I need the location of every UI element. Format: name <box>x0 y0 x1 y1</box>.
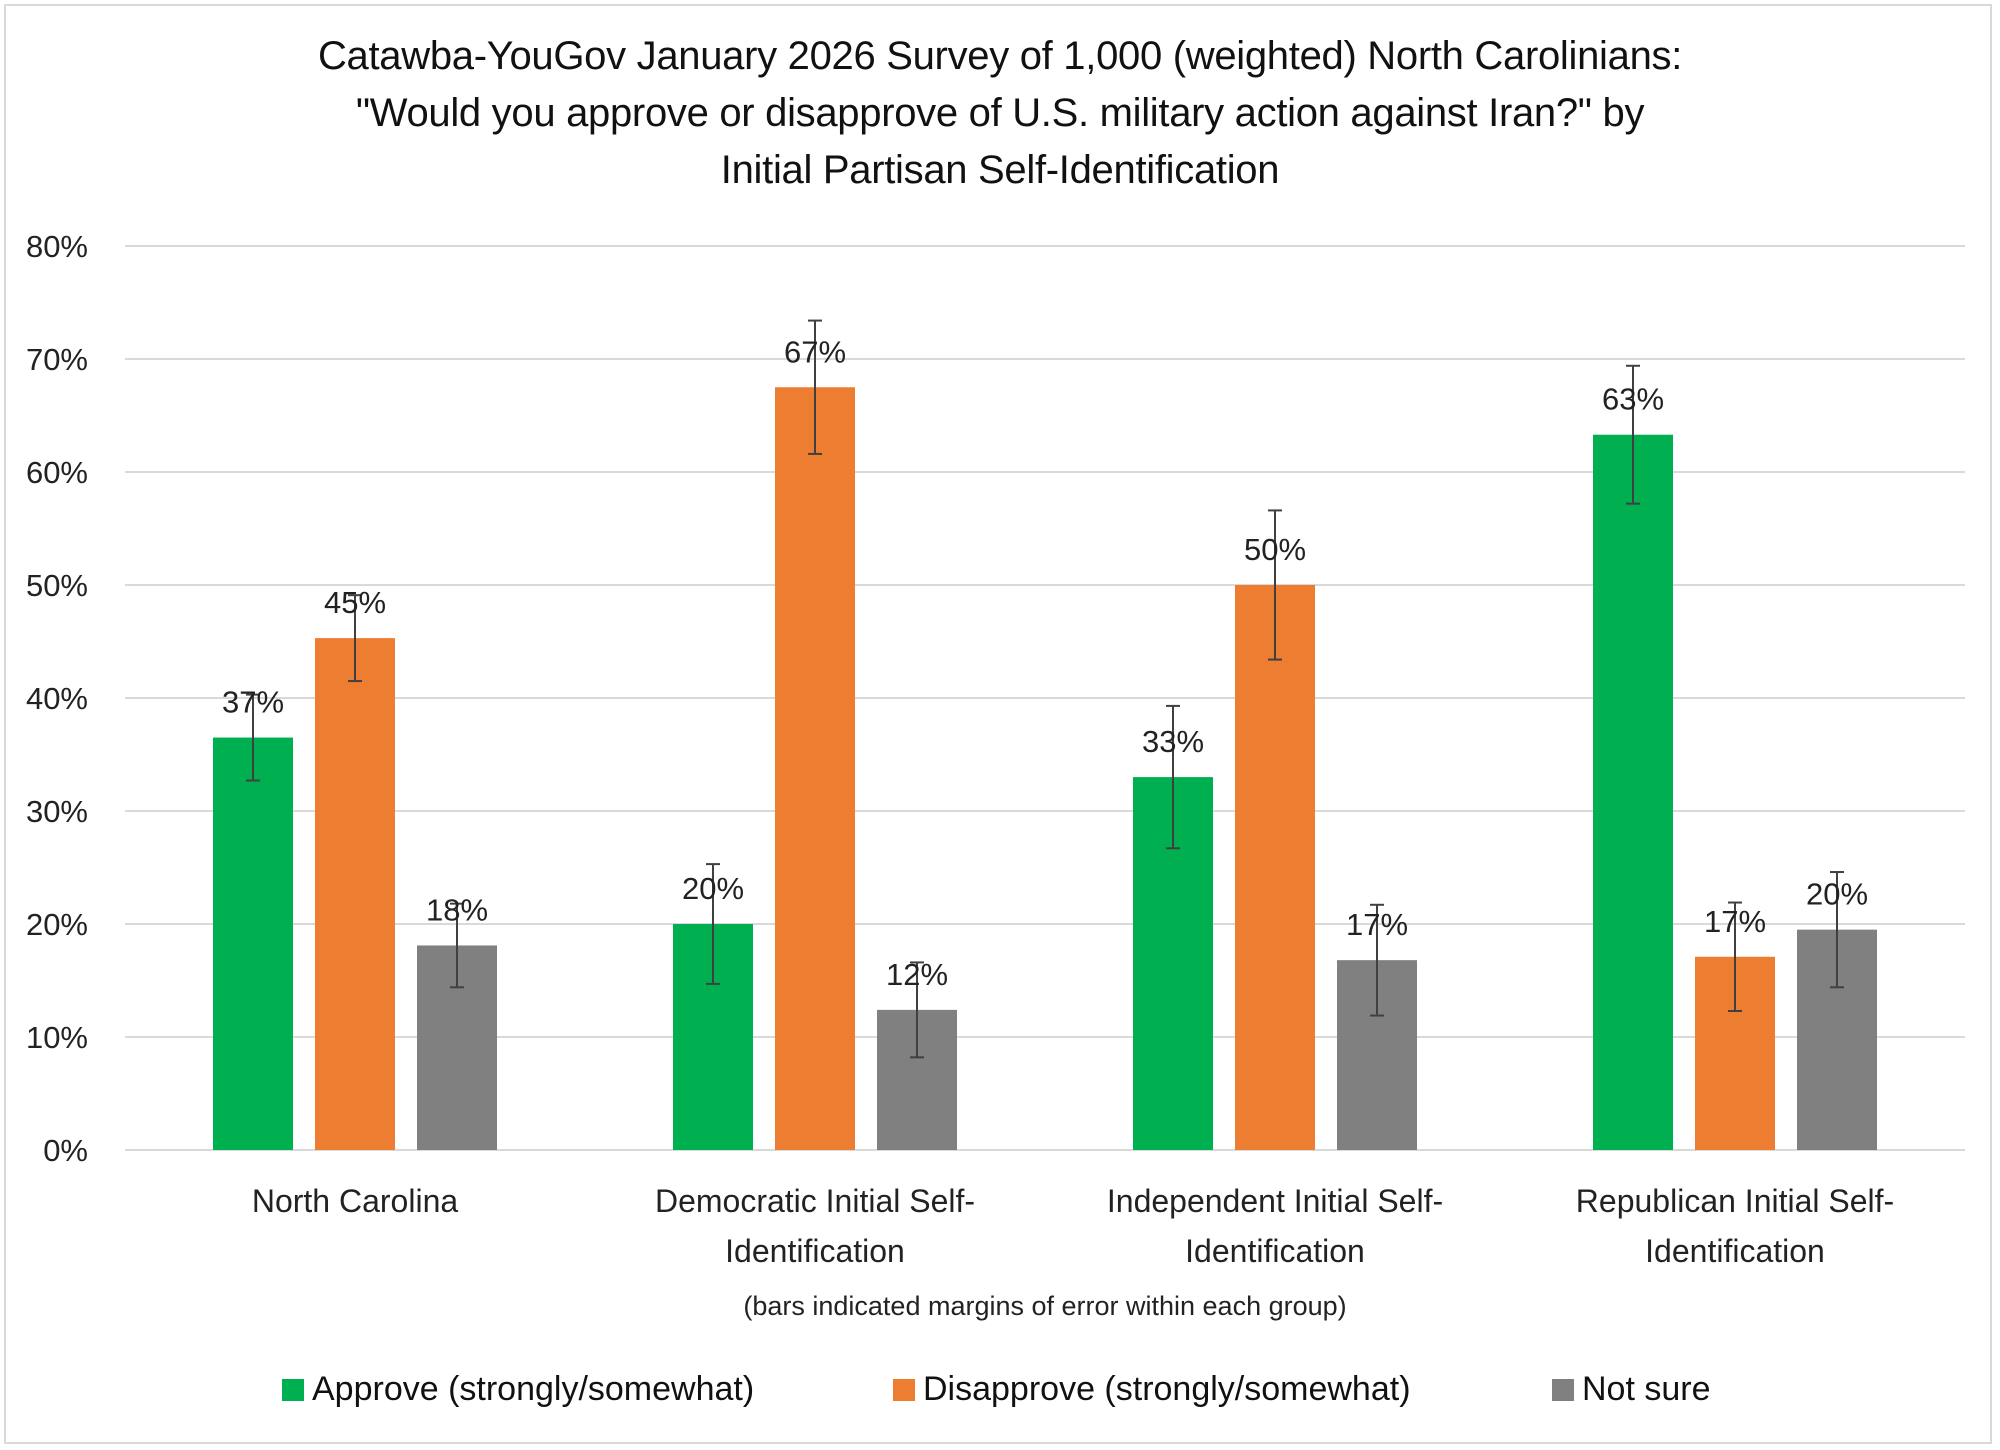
x-tick-label: Democratic Initial Self- <box>655 1183 975 1219</box>
gridlines <box>125 245 1965 1151</box>
y-tick-label: 60% <box>26 455 88 490</box>
data-label: 63% <box>1602 382 1664 417</box>
data-label: 12% <box>886 957 948 992</box>
data-label: 67% <box>784 334 846 369</box>
x-tick-label: Identification <box>725 1233 905 1269</box>
data-label: 33% <box>1142 724 1204 759</box>
bar <box>315 638 395 1150</box>
data-label: 20% <box>1806 877 1868 912</box>
y-tick-label: 80% <box>26 229 88 264</box>
data-label: 17% <box>1704 904 1766 939</box>
bar <box>1235 585 1315 1150</box>
y-tick-label: 40% <box>26 681 88 716</box>
y-tick-label: 30% <box>26 794 88 829</box>
data-labels: 37% 45% 18% 20% 67% 12% 33% 50% 17% 63% 17% 20% <box>222 334 1868 992</box>
y-tick-label: 50% <box>26 568 88 603</box>
title-line-2: "Would you approve or disapprove of U.S.… <box>355 91 1645 135</box>
bar <box>775 387 855 1150</box>
y-axis-ticks: 0% 10% 20% 30% 40% 50% 60% 70% 80% <box>26 229 88 1168</box>
x-tick-label: Identification <box>1185 1233 1365 1269</box>
data-label: 50% <box>1244 532 1306 567</box>
y-tick-label: 10% <box>26 1020 88 1055</box>
x-tick-label: Republican Initial Self- <box>1576 1183 1894 1219</box>
x-tick-label: Independent Initial Self- <box>1107 1183 1443 1219</box>
legend-swatch-disapprove <box>893 1378 915 1401</box>
legend-label-disapprove: Disapprove (strongly/somewhat) <box>923 1370 1411 1408</box>
error-bars <box>246 319 1844 1059</box>
legend-swatch-approve <box>282 1378 304 1401</box>
title-line-3: Initial Partisan Self-Identification <box>720 148 1280 192</box>
legend-swatch-not-sure <box>1552 1378 1574 1401</box>
y-tick-label: 70% <box>26 342 88 377</box>
y-tick-label: 0% <box>43 1133 88 1168</box>
bar <box>1593 434 1673 1151</box>
x-tick-label: Identification <box>1645 1233 1825 1269</box>
legend: Approve (strongly/somewhat) Disapprove (… <box>0 1370 2000 1420</box>
legend-item-approve[interactable]: Approve (strongly/somewhat) <box>282 1370 754 1409</box>
data-label: 37% <box>222 685 284 720</box>
legend-label-not-sure: Not sure <box>1582 1370 1711 1408</box>
chart-title: Catawba-YouGov January 2026 Survey of 1,… <box>0 28 2000 199</box>
x-tick-label: North Carolina <box>252 1183 459 1219</box>
data-label: 17% <box>1346 907 1408 942</box>
x-axis-labels: North Carolina Democratic Initial Self- Id… <box>252 1183 1894 1269</box>
y-tick-label: 20% <box>26 907 88 942</box>
title-line-1: Catawba-YouGov January 2026 Survey of 1,… <box>317 34 1683 78</box>
data-label: 20% <box>682 871 744 906</box>
error-bar-note: (bars indicated margins of error within … <box>743 1291 1346 1321</box>
bars <box>213 387 1877 1151</box>
legend-item-not-sure[interactable]: Not sure <box>1552 1370 1711 1409</box>
data-label: 45% <box>324 585 386 620</box>
legend-item-disapprove[interactable]: Disapprove (strongly/somewhat) <box>893 1370 1411 1409</box>
legend-label-approve: Approve (strongly/somewhat) <box>312 1370 755 1408</box>
bar <box>213 737 293 1150</box>
data-label: 18% <box>426 892 488 927</box>
